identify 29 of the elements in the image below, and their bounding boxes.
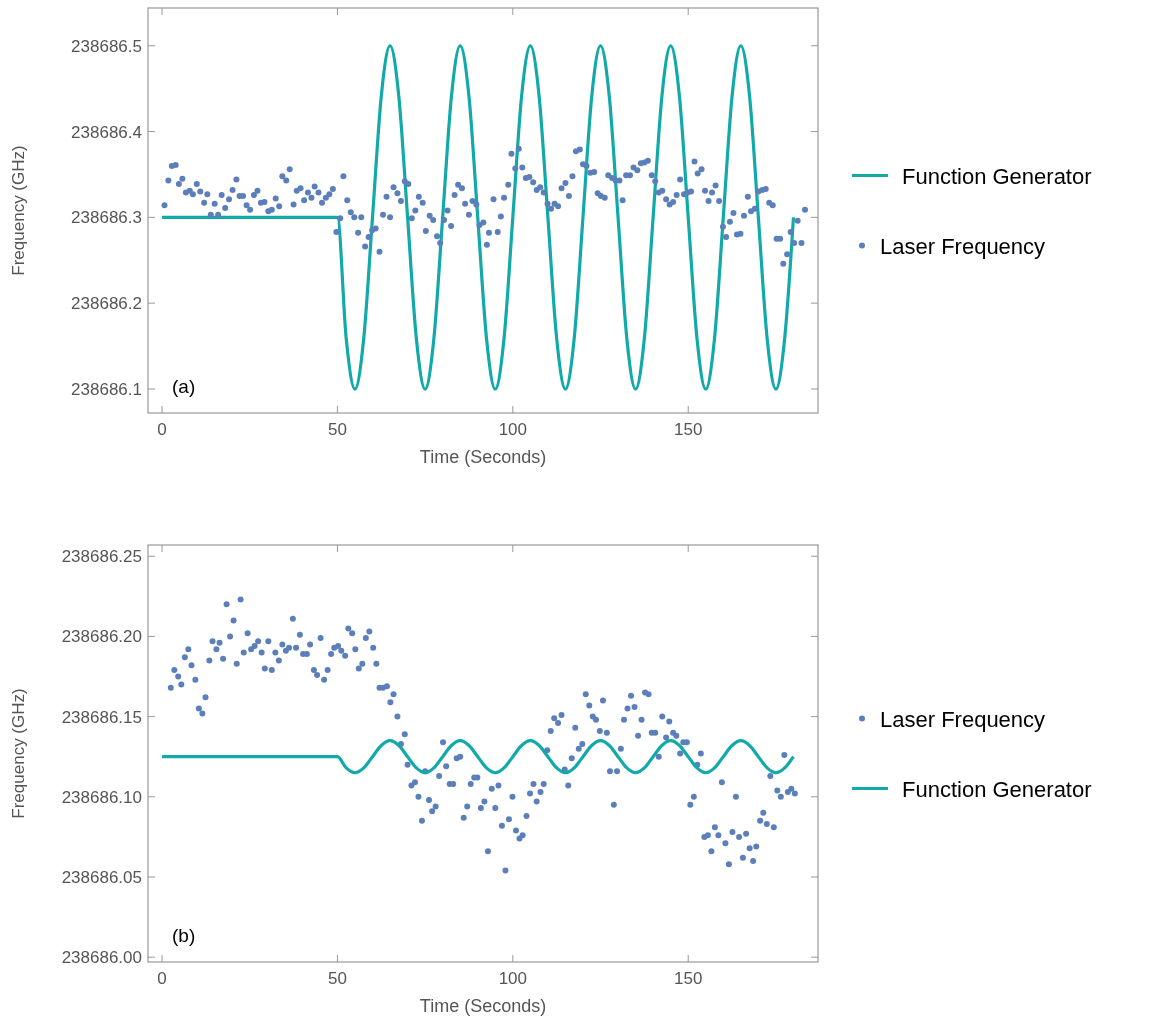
annotation: (b) (172, 925, 196, 946)
x-tick-label: 0 (157, 420, 167, 439)
legend-label: Laser Frequency (880, 233, 1046, 259)
y-tick-label: 238686.25 (61, 547, 142, 567)
y-tick-label: 238686.05 (61, 868, 142, 887)
x-tick-label: 100 (498, 420, 527, 439)
y-tick-label: 238686.20 (61, 627, 142, 647)
legend-label: Function Generator (902, 163, 1092, 189)
y-tick-label: 238686.1 (71, 379, 142, 399)
legend-label: Function Generator (902, 776, 1092, 802)
y-tick-label: 238686.5 (71, 36, 142, 56)
x-tick-label: 150 (674, 969, 703, 988)
legend-label: Laser Frequency (880, 706, 1046, 732)
y-axis-title: Frequency (GHz) (9, 688, 28, 819)
y-tick-label: 238686.4 (71, 122, 142, 142)
x-axis-title: Time (Seconds) (419, 996, 547, 1016)
annotation: (a) (172, 376, 196, 397)
y-tick-label: 238686.10 (61, 787, 142, 807)
x-tick-label: 0 (157, 969, 167, 988)
x-tick-label: 100 (498, 969, 527, 988)
y-tick-label: 238686.2 (71, 294, 142, 314)
x-tick-label: 50 (327, 420, 347, 439)
x-axis-title: Time (Seconds) (419, 447, 547, 467)
y-axis-title: Frequency (GHz) (9, 145, 28, 276)
y-tick-label: 238686.15 (61, 707, 142, 727)
x-tick-label: 50 (327, 969, 347, 988)
y-tick-label: 238686.3 (71, 208, 142, 228)
x-tick-label: 150 (674, 420, 703, 439)
y-tick-label: 238686.00 (61, 948, 142, 968)
